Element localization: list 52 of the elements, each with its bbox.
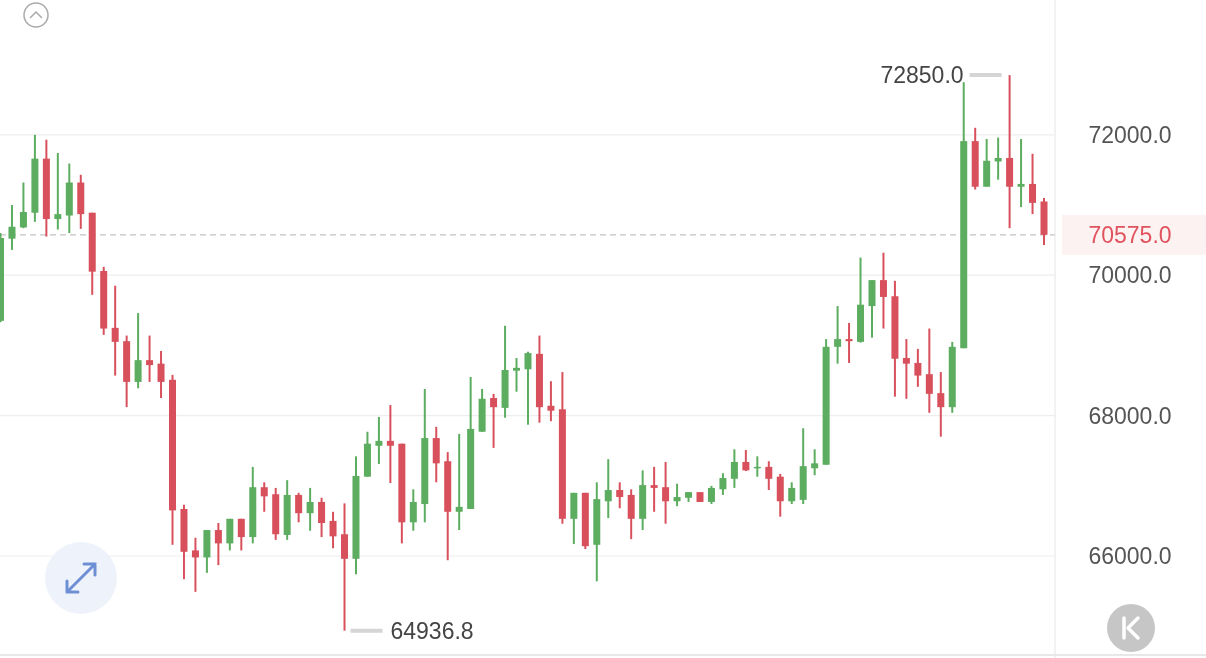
candlestick [879,251,887,330]
candlestick [845,321,853,364]
candlestick [134,312,142,390]
candlestick [925,327,933,414]
candlestick [306,486,314,532]
candlestick [662,460,670,525]
annotation: 64936.8 [390,617,474,644]
candlestick [111,284,119,377]
candlestick [765,460,773,492]
candlestick [834,305,842,365]
candlestick [524,350,532,426]
candlestick [719,472,727,496]
candlestick [627,488,635,541]
candlestick [19,181,27,230]
y-tick-label: 70000.0 [1088,262,1172,289]
candlestick [616,481,624,510]
candlestick [318,496,326,539]
candlestick [742,449,750,473]
y-tick-label: 66000.0 [1088,543,1172,570]
annotation: 72850.0 [880,62,964,89]
candlestick [329,510,337,550]
candlestick [375,416,383,466]
candlestick [295,491,303,524]
candlestick [490,392,498,449]
candlestick [54,152,62,231]
candlestick [811,448,819,477]
candlestick [1017,138,1025,209]
ref-line-label: 70575.0 [1088,221,1172,248]
candlestick [146,334,154,383]
candlestick [237,517,245,552]
candlestick [513,357,521,393]
candlestick [1029,152,1037,216]
candlestick [409,488,417,532]
candlestick [604,458,612,520]
candlestick [386,404,394,484]
candlestick [788,481,796,506]
candlestick [902,338,910,400]
candlestick [937,371,945,438]
y-tick-label: 68000.0 [1088,402,1172,429]
y-tick-label: 72000.0 [1088,121,1172,148]
candlestick [730,448,738,489]
candlestick [191,536,199,593]
candlestick [455,432,463,532]
candlestick [707,484,715,506]
candlestick [650,465,658,513]
candlestick [260,481,268,513]
candlestick [547,380,555,423]
candlestick [673,482,681,508]
candlestick [8,203,16,251]
candlestick [157,350,165,400]
candlestick [214,522,222,567]
candlestick [914,347,922,388]
